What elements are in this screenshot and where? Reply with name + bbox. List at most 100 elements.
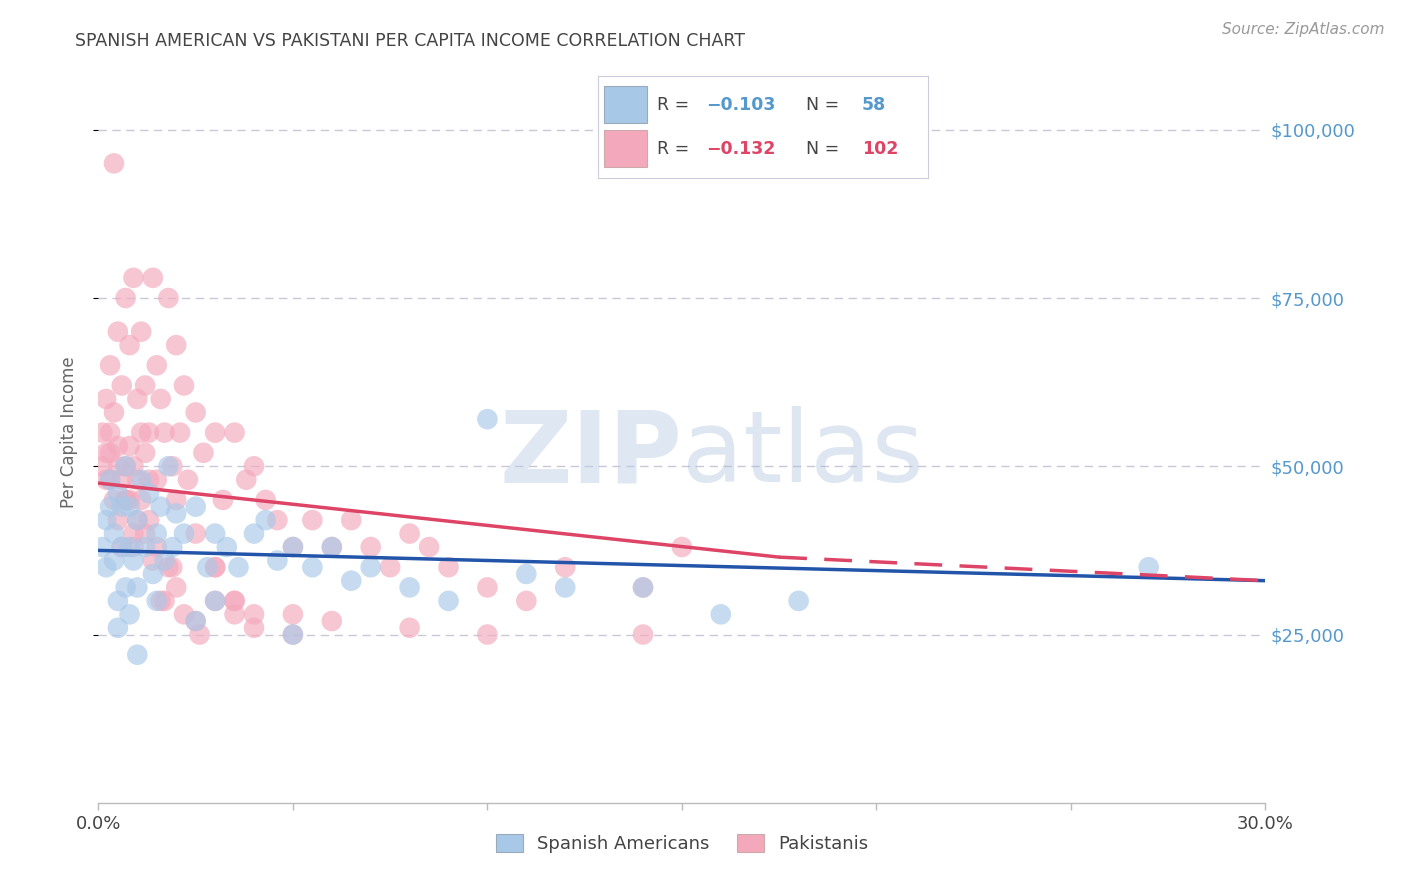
Point: [235, 473, 257, 487]
Point: [114, 581, 136, 595]
Point: [204, 526, 226, 541]
Text: 58: 58: [862, 95, 886, 113]
Point: [138, 425, 160, 440]
Point: [129, 473, 152, 487]
Point: [114, 459, 136, 474]
Point: [193, 446, 215, 460]
Point: [224, 425, 246, 440]
Point: [1137, 560, 1160, 574]
Point: [169, 425, 191, 440]
Point: [380, 560, 402, 574]
Text: atlas: atlas: [682, 407, 924, 503]
Point: [157, 560, 180, 574]
Point: [173, 607, 195, 622]
Point: [204, 560, 226, 574]
Point: [157, 291, 180, 305]
Point: [96, 392, 118, 406]
Point: [98, 446, 121, 460]
Point: [103, 526, 125, 541]
Point: [134, 526, 156, 541]
Point: [224, 607, 246, 622]
Point: [437, 594, 460, 608]
Text: N =: N =: [806, 140, 845, 158]
Point: [184, 614, 207, 628]
Point: [477, 581, 499, 595]
Point: [173, 378, 195, 392]
Point: [107, 325, 129, 339]
Point: [98, 500, 121, 514]
Point: [671, 540, 693, 554]
Point: [184, 526, 207, 541]
Point: [477, 412, 499, 426]
Point: [111, 540, 134, 554]
Text: 102: 102: [862, 140, 898, 158]
Point: [153, 594, 176, 608]
Text: R =: R =: [657, 140, 695, 158]
Point: [142, 553, 165, 567]
Point: [114, 492, 136, 507]
Point: [515, 566, 537, 581]
Point: [165, 338, 187, 352]
Point: [138, 513, 160, 527]
Point: [204, 425, 226, 440]
Point: [142, 566, 165, 581]
Point: [127, 513, 149, 527]
Point: [127, 513, 149, 527]
Point: [554, 581, 576, 595]
Point: [243, 621, 266, 635]
Point: [134, 540, 156, 554]
Point: [134, 446, 156, 460]
Point: [111, 500, 134, 514]
Point: [122, 459, 145, 474]
Point: [477, 627, 499, 641]
Point: [107, 621, 129, 635]
Point: [398, 621, 420, 635]
Point: [98, 359, 121, 373]
Point: [111, 473, 134, 487]
Point: [266, 513, 288, 527]
Point: [107, 439, 129, 453]
Point: [165, 492, 187, 507]
Point: [98, 473, 121, 487]
Text: Source: ZipAtlas.com: Source: ZipAtlas.com: [1222, 22, 1385, 37]
Point: [149, 594, 172, 608]
Point: [631, 581, 654, 595]
Text: ZIP: ZIP: [499, 407, 682, 503]
Point: [224, 594, 246, 608]
Point: [107, 594, 129, 608]
Point: [114, 459, 136, 474]
Point: [118, 500, 141, 514]
Point: [129, 325, 152, 339]
Point: [129, 425, 152, 440]
Text: −0.132: −0.132: [707, 140, 776, 158]
Point: [122, 526, 145, 541]
Point: [91, 425, 114, 440]
Point: [118, 607, 141, 622]
Point: [96, 560, 118, 574]
Point: [98, 473, 121, 487]
Point: [127, 473, 149, 487]
Point: [103, 156, 125, 170]
Point: [188, 627, 211, 641]
Point: [398, 526, 420, 541]
Point: [129, 492, 152, 507]
Point: [281, 540, 304, 554]
Point: [162, 459, 184, 474]
Point: [134, 378, 156, 392]
Point: [103, 405, 125, 419]
Point: [184, 614, 207, 628]
Point: [266, 553, 288, 567]
Point: [127, 392, 149, 406]
Point: [107, 486, 129, 500]
Point: [515, 594, 537, 608]
Point: [360, 560, 382, 574]
Point: [340, 513, 363, 527]
Point: [281, 607, 304, 622]
Point: [96, 446, 118, 460]
Point: [321, 540, 343, 554]
Point: [103, 553, 125, 567]
Y-axis label: Per Capita Income: Per Capita Income: [59, 357, 77, 508]
Point: [96, 513, 118, 527]
Point: [91, 540, 114, 554]
Point: [146, 594, 169, 608]
